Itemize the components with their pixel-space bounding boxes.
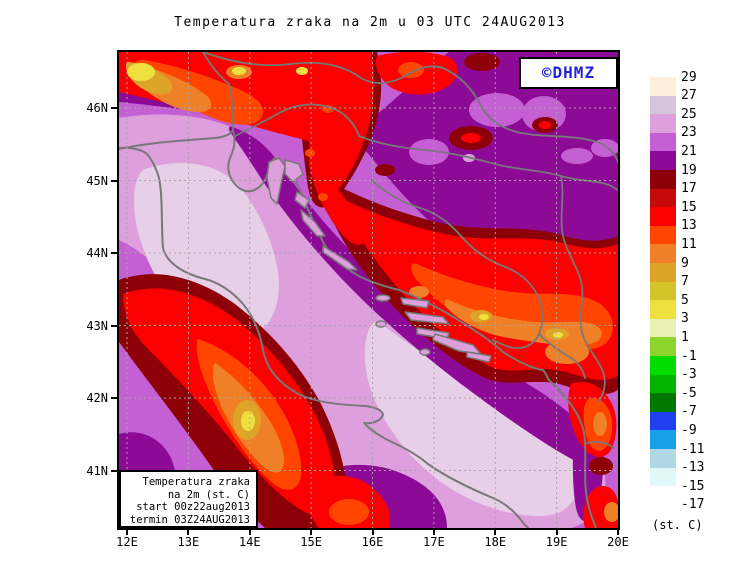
colorbar-tick-label: -15 — [681, 478, 705, 494]
colorbar-tick-label: 15 — [681, 199, 697, 215]
colorbar-swatch — [650, 449, 676, 468]
colorbar-tick-label: 17 — [681, 181, 697, 197]
lon-tick-label: 15E — [300, 535, 322, 549]
colorbar-tick-label: 21 — [681, 143, 697, 159]
lon-tick-mark — [248, 530, 251, 535]
colorbar-swatch — [650, 207, 676, 227]
lon-tick-label: 12E — [116, 535, 138, 549]
info-box-line: na 2m (st. C) — [167, 488, 250, 501]
lat-tick-label: 44N — [86, 246, 108, 260]
colorbar-tick-label: 19 — [681, 162, 697, 178]
lon-tick-mark — [494, 530, 497, 535]
colorbar-tick-label: 29 — [681, 69, 697, 85]
lon-tick-label: 16E — [361, 535, 384, 549]
temperature-field — [119, 52, 618, 528]
lat-tick-label: 45N — [86, 173, 108, 188]
info-box-line: termin 03Z24AUG2013 — [129, 513, 250, 526]
colorbar-tick-label: 13 — [681, 218, 697, 234]
colorbar-swatch — [650, 411, 676, 431]
lon-tick-mark — [432, 530, 435, 535]
lon-tick-label: 19E — [545, 535, 568, 549]
colorbar-swatch — [650, 95, 676, 115]
dhmz-watermark-box: ©DHMZ — [519, 57, 618, 89]
coastline-borders — [119, 52, 618, 528]
colorbar-swatch — [650, 244, 676, 264]
lat-tick-label: 46N — [86, 101, 108, 115]
colorbar-tick-label: -3 — [681, 367, 697, 383]
colorbar-swatch — [650, 170, 676, 189]
colorbar-tick-label: 9 — [681, 255, 689, 271]
colorbar-swatch — [650, 467, 676, 487]
colorbar-swatch — [650, 430, 676, 450]
lon-tick-label: 14E — [238, 535, 261, 549]
colorbar-swatch — [650, 132, 676, 152]
map-frame — [117, 50, 620, 530]
colorbar-tick-label: 11 — [681, 236, 697, 252]
colorbar-swatch — [650, 486, 676, 506]
lat-tick-label: 43N — [86, 318, 108, 333]
colorbar-swatch — [650, 263, 676, 282]
lat-tick-label: 42N — [86, 391, 108, 405]
colorbar-tick-label: -1 — [681, 348, 697, 364]
lat-tick-label: 41N — [86, 463, 108, 478]
lon-tick-label: 17E — [423, 535, 445, 549]
colorbar-tick-label: -7 — [681, 404, 697, 420]
temperature-field-svg — [119, 52, 618, 528]
colorbar-tick-label: -17 — [681, 497, 705, 513]
colorbar-tick-label: 25 — [681, 106, 697, 122]
colorbar-swatch — [650, 188, 676, 208]
colorbar-unit-label: (st. C) — [652, 518, 703, 532]
colorbar-tick-label: 23 — [681, 125, 697, 141]
colorbar-tick-label: -5 — [681, 385, 697, 401]
dhmz-watermark-label: ©DHMZ — [541, 63, 596, 82]
grid-lines — [119, 52, 618, 528]
info-box-line: Temperatura zraka — [142, 476, 250, 488]
lon-tick-label: 13E — [177, 535, 200, 549]
lon-tick-mark — [126, 530, 128, 535]
info-box: Temperatura zraka na 2m (st. C) start 00z2… — [119, 470, 258, 528]
colorbar-tick-label: -13 — [681, 460, 705, 476]
colorbar-tick-label: 3 — [681, 311, 689, 327]
colorbar-swatch — [650, 300, 676, 320]
colorbar-swatch — [650, 393, 676, 413]
lon-tick-mark — [187, 530, 190, 535]
colorbar-tick-label: 5 — [681, 292, 689, 308]
colorbar-tick-label: 1 — [681, 329, 689, 345]
lon-tick-mark — [371, 530, 374, 535]
colorbar-swatch — [650, 356, 676, 375]
page-title: Temperatura zraka na 2m u 03 UTC 24AUG20… — [174, 15, 566, 30]
colorbar-swatch — [650, 374, 676, 394]
colorbar-swatch — [650, 281, 676, 301]
colorbar-swatch — [650, 151, 676, 171]
lon-tick-label: 20E — [607, 535, 629, 549]
colorbar-tick-label: 27 — [681, 88, 697, 104]
colorbar-swatch — [650, 225, 676, 245]
colorbar-swatch — [650, 114, 676, 134]
lon-tick-label: 18E — [484, 535, 507, 549]
lon-tick-mark — [555, 530, 558, 535]
lon-tick-mark — [310, 530, 313, 535]
colorbar-swatch — [650, 337, 676, 357]
colorbar-tick-label: 7 — [681, 274, 689, 290]
colorbar-tick-label: -9 — [681, 422, 697, 438]
lon-tick-mark — [617, 530, 619, 535]
colorbar-swatch — [650, 318, 676, 338]
info-box-line: start 00z22aug2013 — [136, 501, 250, 513]
colorbar-tick-label: -11 — [681, 441, 705, 457]
colorbar-swatch — [650, 77, 676, 96]
